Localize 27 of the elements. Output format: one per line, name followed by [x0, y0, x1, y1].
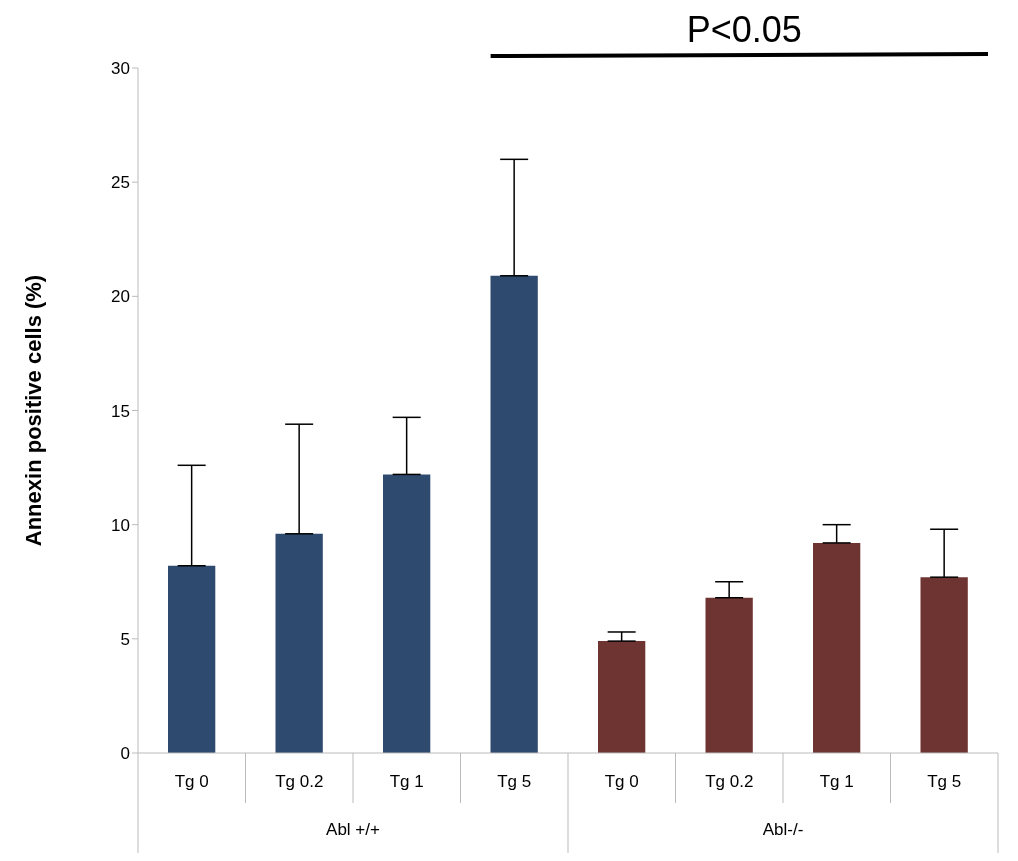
y-tick-label: 30 — [111, 59, 130, 79]
text: P<0.05 — [686, 9, 802, 50]
bar — [813, 542, 861, 753]
x-tick-label: Tg 1 — [389, 772, 424, 792]
x-tick-label: Tg 5 — [927, 772, 962, 792]
y-tick-label: 5 — [120, 629, 130, 649]
bar — [275, 533, 323, 753]
bar — [598, 641, 646, 753]
bar — [383, 474, 431, 753]
y-tick-label: 25 — [111, 173, 130, 193]
bar — [705, 597, 753, 753]
y-axis-title: Annexin positive cells (%) — [20, 274, 46, 547]
bar — [920, 577, 968, 753]
x-tick-label: Tg 0 — [604, 772, 639, 792]
x-tick-label: Tg 0.2 — [705, 772, 754, 792]
y-tick-label: 0 — [120, 744, 130, 764]
x-tick-label: Tg 0.2 — [275, 772, 324, 792]
y-tick-label: 15 — [111, 401, 130, 421]
y-tick-label: 10 — [111, 515, 130, 535]
text: Abl +/+ — [326, 820, 381, 839]
x-tick-label: Tg 0 — [174, 772, 209, 792]
x-tick-label: Tg 5 — [497, 772, 532, 792]
x-tick-label: Tg 1 — [819, 772, 854, 792]
bar — [490, 275, 538, 753]
text: Abl-/- — [762, 820, 804, 839]
bar — [168, 565, 216, 753]
y-tick-label: 20 — [111, 287, 130, 307]
